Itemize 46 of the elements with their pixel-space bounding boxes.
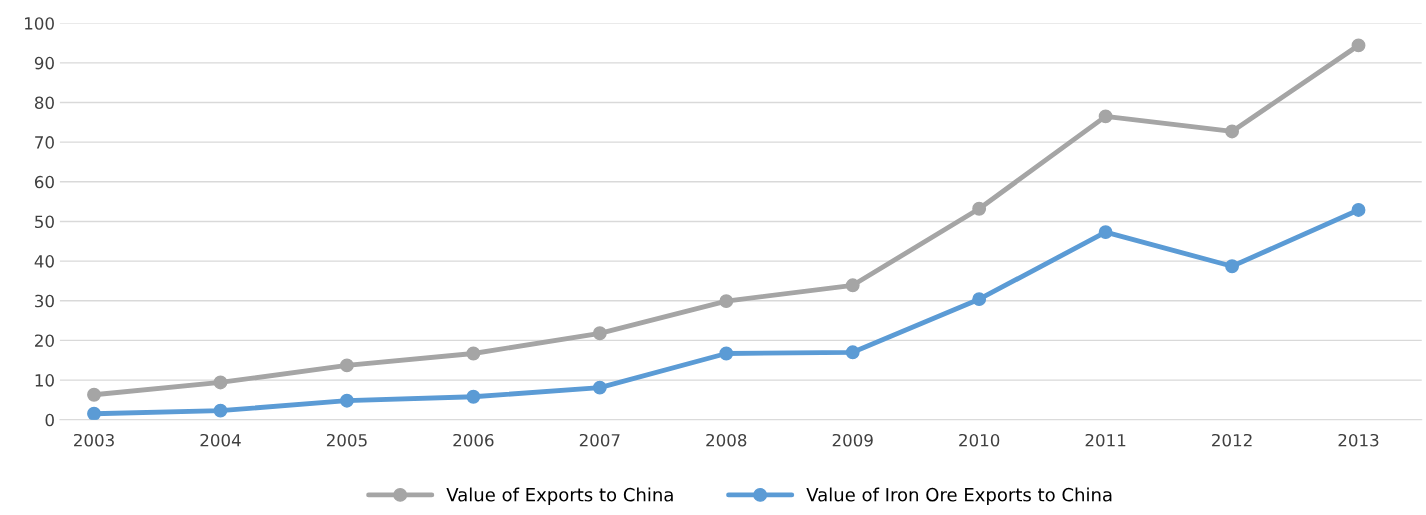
- point: [1225, 124, 1239, 139]
- point: [1098, 225, 1113, 240]
- x-tick-label: 2012: [1212, 433, 1252, 447]
- point: [592, 380, 607, 395]
- x-tick-label: 2004: [200, 433, 241, 447]
- point: [719, 294, 734, 309]
- y-tick-label: 10: [35, 374, 54, 387]
- y-tick-label: 50: [35, 215, 54, 229]
- y-tick-label: 70: [35, 136, 54, 149]
- point: [213, 403, 228, 418]
- point: [592, 326, 607, 341]
- legend-label: Value of Exports to China: [446, 487, 673, 505]
- point: [87, 387, 101, 402]
- x-tick-label: 2007: [579, 433, 620, 447]
- x-tick-label: 2003: [74, 433, 114, 447]
- point: [466, 389, 481, 404]
- x-tick-label: 2009: [832, 433, 873, 447]
- point: [845, 278, 860, 293]
- y-tick-label: 80: [34, 96, 54, 110]
- x-tick-label: 2008: [706, 433, 747, 447]
- point: [339, 358, 354, 373]
- legend-label: Value of Iron Ore Exports to China: [806, 487, 1112, 505]
- x-tick-label: 2010: [959, 433, 1000, 447]
- x-tick-label: 2011: [1085, 433, 1126, 447]
- point: [972, 201, 987, 216]
- y-tick-label: 20: [35, 334, 54, 347]
- y-tick-label: 40: [34, 255, 54, 268]
- x-tick-label: 2013: [1338, 433, 1379, 447]
- y-tick-label: 0: [45, 413, 54, 427]
- x-tick-label: 2005: [326, 433, 367, 447]
- x-tick-label: 2006: [453, 433, 494, 447]
- point: [339, 393, 354, 408]
- point: [466, 346, 481, 361]
- point: [1225, 259, 1239, 274]
- y-tick-label: 60: [34, 175, 54, 189]
- point: [1351, 203, 1366, 217]
- point: [719, 346, 734, 361]
- point: [972, 292, 987, 307]
- y-tick-label: 90: [34, 56, 54, 70]
- y-tick-label: 100: [25, 17, 54, 30]
- y-tick-label: 30: [35, 294, 54, 308]
- point: [87, 406, 101, 420]
- point: [845, 345, 860, 360]
- point: [1351, 38, 1366, 53]
- point: [213, 375, 228, 390]
- point: [1098, 109, 1113, 124]
